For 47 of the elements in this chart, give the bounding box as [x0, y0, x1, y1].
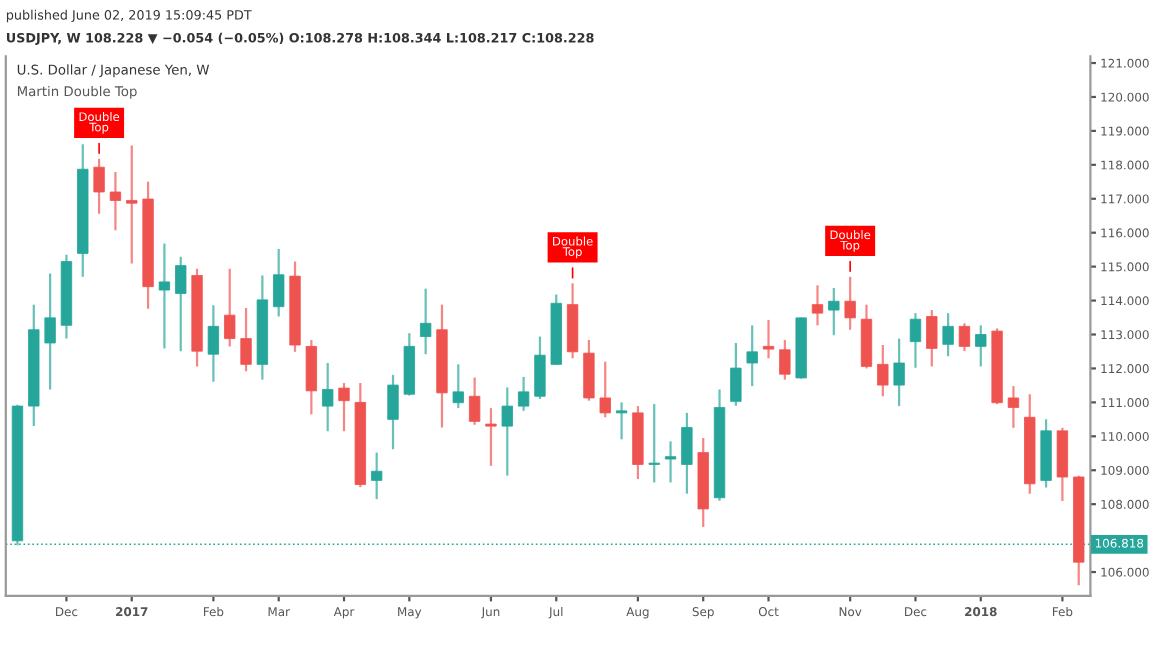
candlestick	[664, 440, 677, 484]
candlestick	[534, 335, 546, 401]
candlestick	[958, 322, 971, 353]
candlestick	[517, 375, 530, 412]
candlestick	[452, 363, 464, 410]
candlestick	[322, 361, 334, 433]
candlestick	[468, 376, 481, 426]
candlestick	[273, 247, 285, 318]
candlestick	[975, 324, 987, 368]
candlestick	[419, 287, 432, 356]
candlestick	[877, 343, 889, 398]
candlestick	[387, 373, 399, 451]
candlestick	[648, 402, 660, 484]
candlestick	[615, 401, 628, 441]
candlestick	[811, 284, 824, 327]
candlestick	[844, 275, 856, 331]
candlestick	[175, 255, 187, 353]
candlestick	[942, 312, 954, 358]
candlestick	[207, 304, 220, 383]
candlestick	[779, 338, 791, 381]
candlestick	[730, 341, 742, 407]
candlestick	[681, 411, 693, 495]
candlestick	[501, 386, 513, 477]
candlestick	[893, 337, 905, 408]
candlestick	[158, 242, 171, 350]
candlestick	[109, 170, 122, 232]
candlestick	[762, 318, 775, 360]
candlestick	[828, 286, 840, 337]
candlestick	[566, 282, 579, 360]
candlestick	[240, 306, 252, 373]
candlestick	[909, 312, 922, 369]
candlestick	[485, 407, 497, 467]
candlestick	[926, 308, 938, 368]
candlestick	[1056, 426, 1069, 503]
candlestick	[599, 360, 611, 419]
candlestick	[305, 338, 318, 416]
candlestick	[403, 332, 415, 397]
candlestick	[583, 338, 595, 402]
candlestick	[371, 451, 383, 501]
candlestick	[746, 324, 758, 388]
candlestick	[338, 381, 350, 433]
candlestick	[93, 157, 105, 215]
candlestick	[224, 267, 236, 348]
candlestick	[860, 303, 873, 370]
candlestick	[44, 272, 56, 391]
candlestick	[1007, 384, 1020, 429]
candlestick	[126, 144, 138, 265]
